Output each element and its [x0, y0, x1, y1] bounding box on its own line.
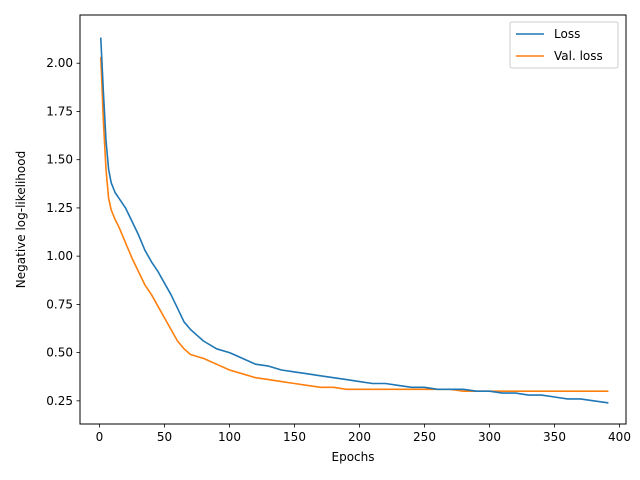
y-axis-title: Negative log-likelihood — [14, 151, 28, 288]
y-tick-label: 0.75 — [46, 297, 73, 311]
x-axis-title: Epochs — [332, 450, 375, 464]
series-loss-line — [100, 37, 609, 404]
x-tick-label: 150 — [283, 430, 306, 444]
y-axis-ticks: 0.25 0.50 0.75 1.00 1.25 1.50 1.75 2.00 — [46, 56, 80, 408]
x-tick-label: 300 — [478, 430, 501, 444]
x-tick-label: 200 — [348, 430, 371, 444]
x-tick-label: 350 — [543, 430, 566, 444]
legend-label-loss: Loss — [554, 27, 580, 41]
x-tick-label: 0 — [96, 430, 104, 444]
y-tick-label: 0.25 — [46, 394, 73, 408]
plot-frame — [79, 14, 627, 425]
y-tick-label: 1.25 — [46, 201, 73, 215]
x-tick-label: 50 — [157, 430, 172, 444]
y-tick-label: 1.50 — [46, 153, 73, 167]
x-tick-label: 400 — [608, 430, 631, 444]
series-layer — [100, 37, 609, 404]
y-tick-label: 1.75 — [46, 104, 73, 118]
y-tick-label: 0.50 — [46, 346, 73, 360]
x-tick-label: 250 — [413, 430, 436, 444]
y-tick-label: 1.00 — [46, 249, 73, 263]
legend: Loss Val. loss — [509, 21, 619, 69]
x-axis-ticks: 0 50 100 150 200 250 300 350 400 — [96, 424, 631, 444]
legend-label-val-loss: Val. loss — [554, 49, 603, 63]
series-val-loss-line — [100, 56, 609, 393]
x-tick-label: 100 — [218, 430, 241, 444]
y-tick-label: 2.00 — [46, 56, 73, 70]
